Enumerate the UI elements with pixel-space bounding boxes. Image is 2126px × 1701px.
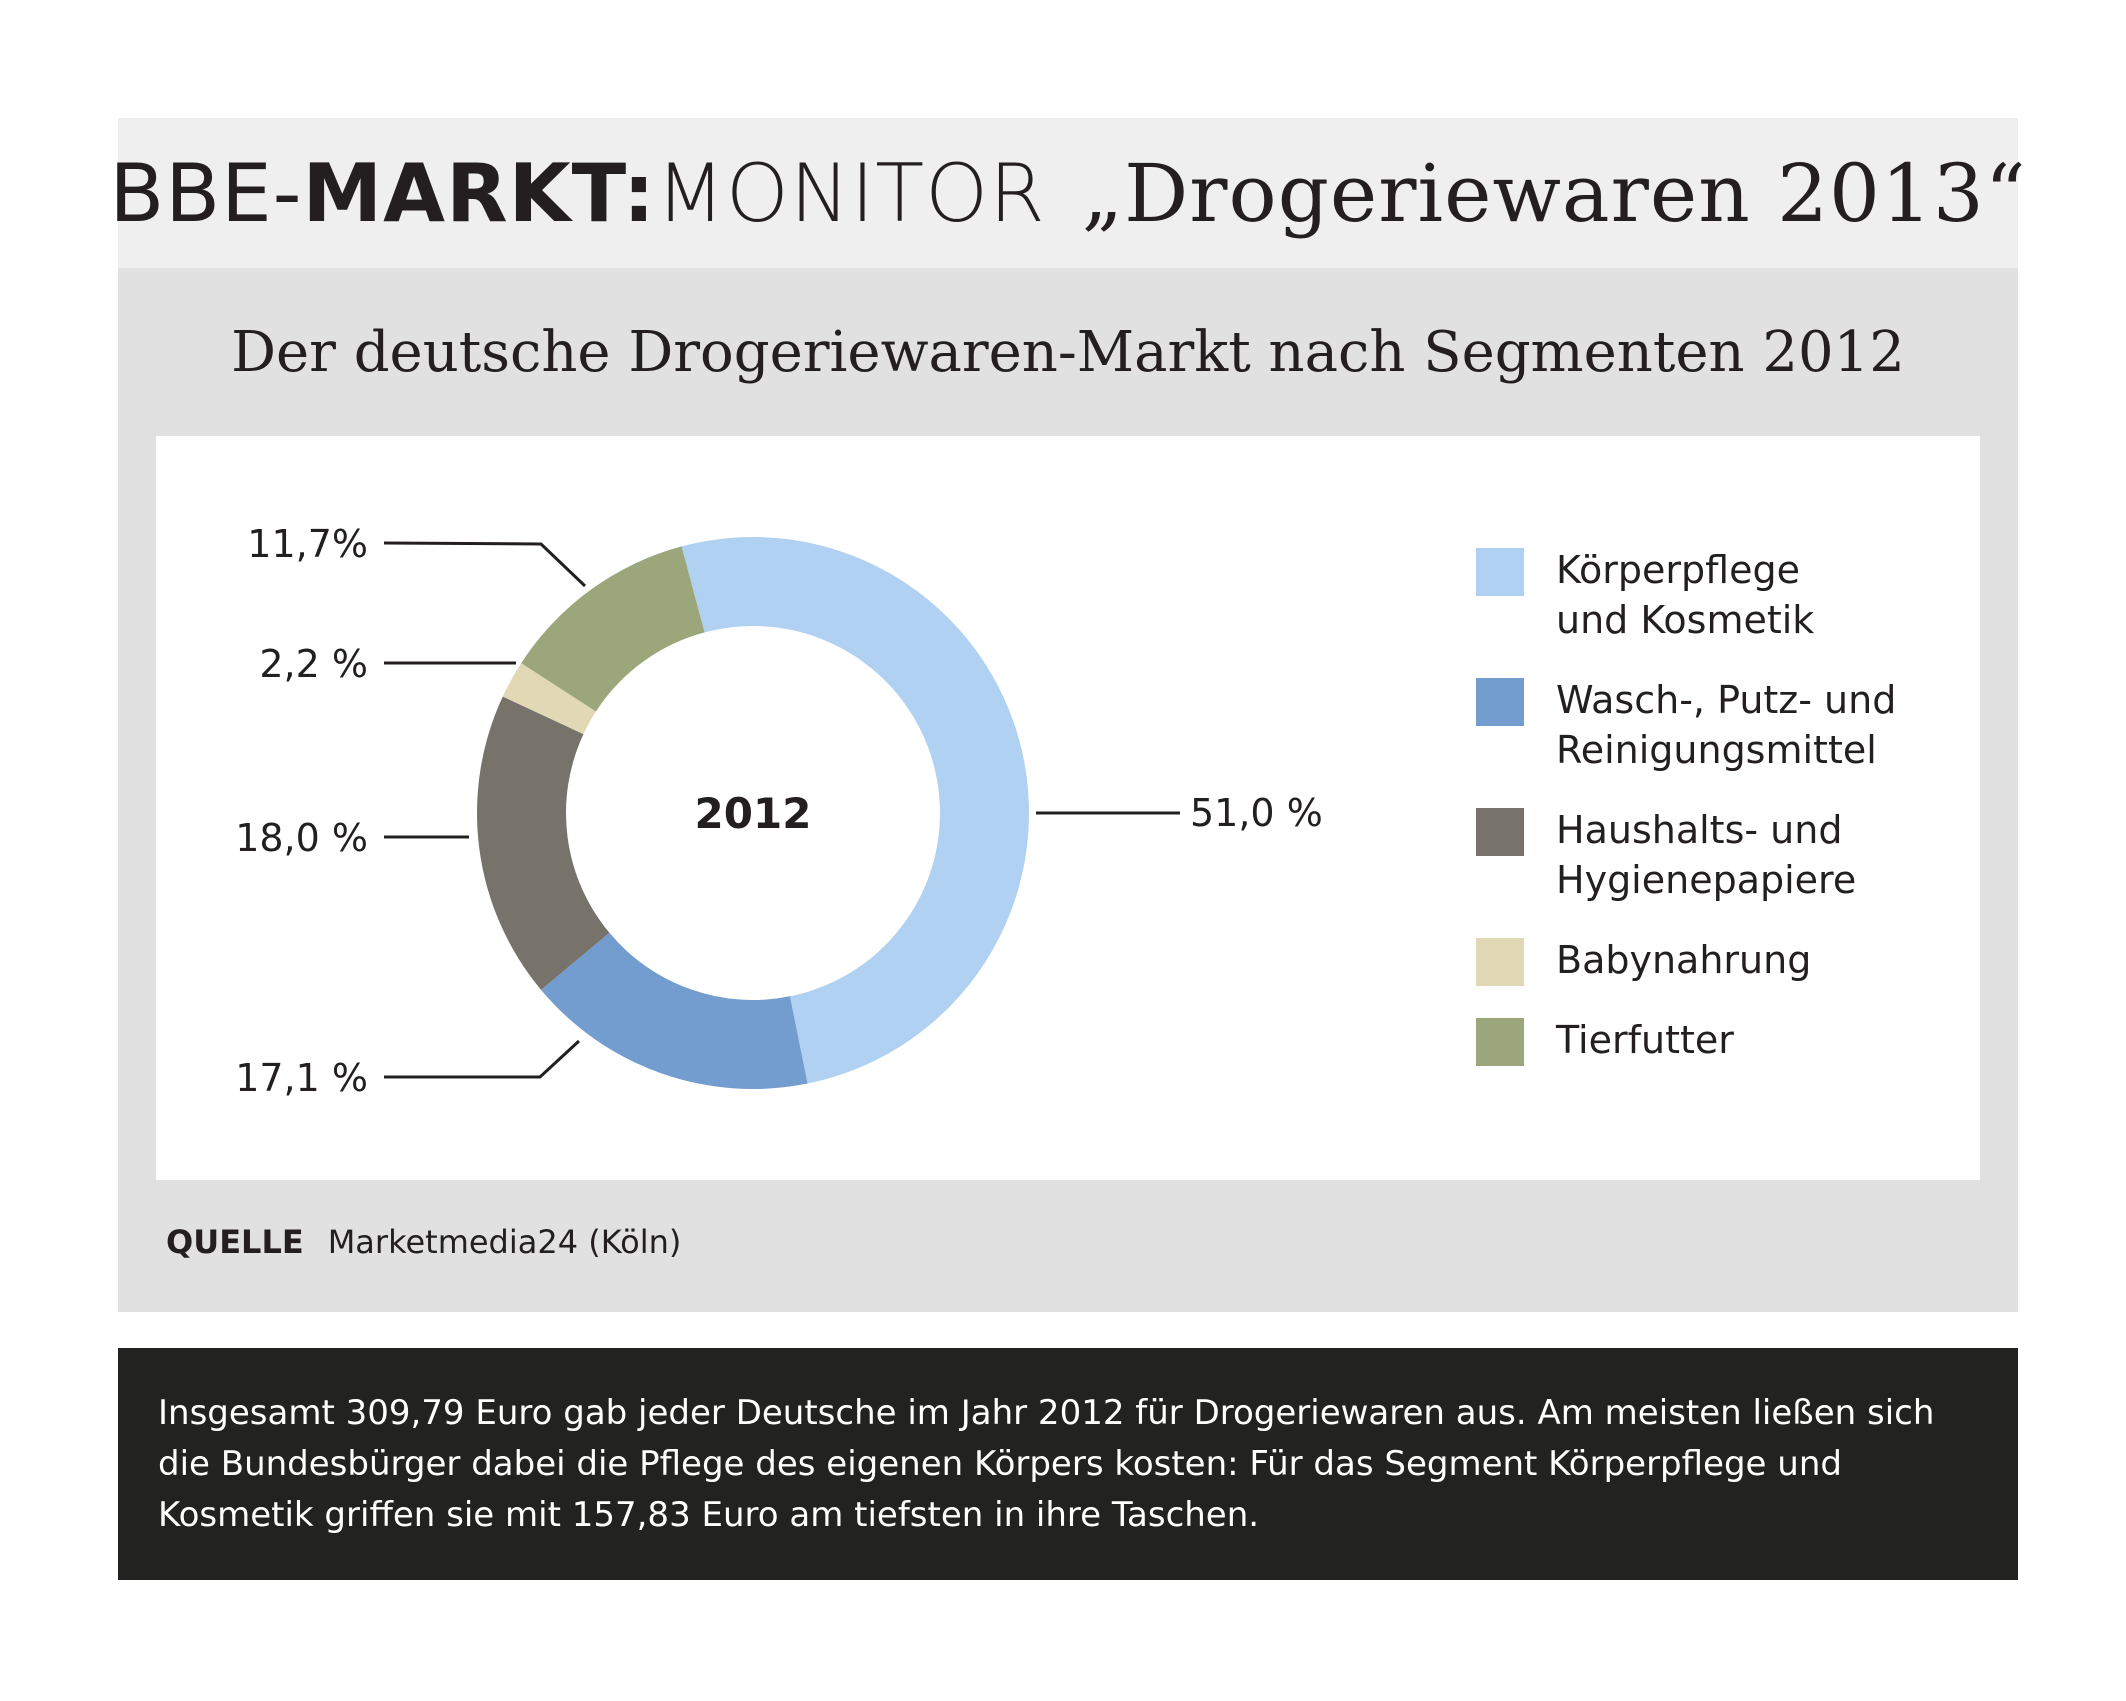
legend-swatch-0 (1476, 548, 1524, 596)
legend-label-3-0: Babynahrung (1556, 938, 1811, 982)
center-label: 2012 (695, 789, 812, 838)
source-line: QUELLE Marketmedia24 (Köln) (166, 1223, 681, 1261)
footer-text: Insgesamt 309,79 Euro gab jeder Deutsche… (158, 1393, 1935, 1535)
data-label-2: 18,0 % (235, 816, 368, 860)
brand-monitor: MONITOR (655, 146, 1046, 240)
legend-label-1-1: Reinigungsmittel (1556, 728, 1877, 772)
slice-2 (477, 696, 610, 990)
brand-markt: MARKT: (302, 146, 656, 240)
legend-label-0-1: und Kosmetik (1556, 598, 1814, 642)
slice-1 (541, 932, 808, 1089)
header-band: BBE-MARKT:MONITOR „Drogeriewaren 2013“ (109, 118, 2026, 268)
leader-line-1 (384, 1039, 581, 1079)
chart-area: 2012 51,0 % 17,1 % 18,0 % 2,2 % 11,7% Körperpf… (156, 436, 1980, 1180)
legend-swatch-1 (1476, 678, 1524, 726)
donut-chart: 2012 51,0 % 17,1 % 18,0 % 2,2 % 11,7% Körperpf… (235, 522, 1896, 1100)
footer-summary: Insgesamt 309,79 Euro gab jeder Deutsche… (118, 1348, 2018, 1580)
slice-0 (681, 537, 1029, 1084)
legend-label-2-0: Haushalts- und (1556, 808, 1842, 852)
data-label-4: 11,7% (247, 522, 368, 566)
report-title: „Drogeriewaren 2013“ (1081, 146, 2027, 240)
legend-swatch-2 (1476, 808, 1524, 856)
legend-label-0-0: Körperpflege (1556, 548, 1800, 592)
legend-label-1-0: Wasch-, Putz- und (1556, 678, 1896, 722)
brand-prefix: BBE- (109, 146, 303, 240)
chart-panel: Der deutsche Drogeriewaren-Markt nach Se… (118, 268, 2018, 1312)
leader-line-4 (383, 541, 587, 588)
source-value: Marketmedia24 (Köln) (327, 1223, 682, 1261)
data-label-0: 51,0 % (1190, 791, 1323, 835)
legend-swatch-3 (1476, 938, 1524, 986)
legend-label-2-1: Hygienepapiere (1556, 858, 1856, 902)
chart-title: Der deutsche Drogeriewaren-Markt nach Se… (231, 320, 1905, 385)
slice-4 (521, 546, 705, 712)
data-label-1: 17,1 % (235, 1056, 368, 1100)
source-label: QUELLE (166, 1223, 304, 1261)
header-title: BBE-MARKT:MONITOR „Drogeriewaren 2013“ (109, 147, 2026, 240)
legend-swatch-4 (1476, 1018, 1524, 1066)
legend-label-4-0: Tierfutter (1555, 1018, 1734, 1062)
slice-3 (502, 663, 596, 735)
data-label-3: 2,2 % (259, 642, 368, 686)
